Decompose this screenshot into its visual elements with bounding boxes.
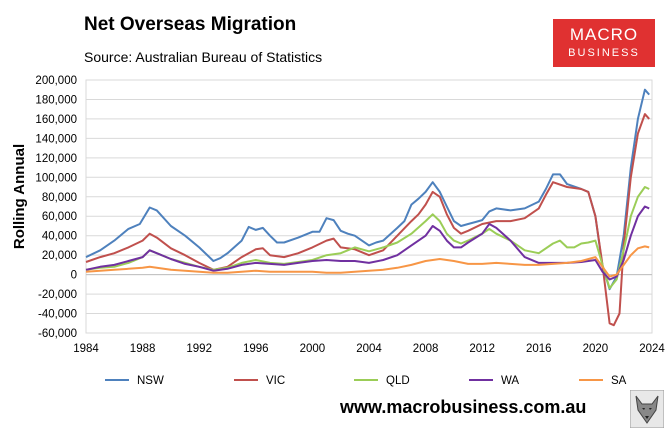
macrobusiness-logo[interactable]: MACRO BUSINESS (553, 19, 655, 67)
x-tick-label: 2012 (469, 343, 495, 355)
x-tick-label: 2004 (356, 343, 382, 355)
x-tick-label: 1984 (73, 343, 99, 355)
logo-line-1: MACRO (569, 25, 639, 44)
legend-label-sa: SA (611, 375, 627, 387)
y-tick-label: 40,000 (42, 231, 77, 243)
logo-line-2: BUSINESS (568, 47, 640, 59)
y-tick-label: -60,000 (38, 328, 77, 340)
legend-label-nsw: NSW (137, 375, 164, 387)
y-tick-label: 20,000 (42, 250, 77, 262)
y-tick-label: 60,000 (42, 211, 77, 223)
series-line-wa (85, 205, 650, 281)
series-line-sa (85, 245, 650, 278)
y-tick-label: 100,000 (35, 172, 77, 184)
x-tick-label: 2024 (639, 343, 665, 355)
x-tick-label: 2020 (583, 343, 609, 355)
series-line-qld (85, 186, 650, 290)
y-tick-label: 160,000 (35, 114, 77, 126)
y-tick-label: 0 (71, 270, 77, 282)
y-tick-label: -40,000 (38, 309, 77, 321)
x-tick-label: 1996 (243, 343, 269, 355)
legend-label-wa: WA (501, 375, 519, 387)
x-tick-label: 2000 (300, 343, 326, 355)
wolf-mascot-icon (630, 390, 664, 428)
y-axis-label: Rolling Annual (11, 144, 28, 249)
x-tick-label: 2008 (413, 343, 439, 355)
website-url[interactable]: www.macrobusiness.com.au (340, 397, 587, 417)
y-tick-label: 120,000 (35, 153, 77, 165)
legend-label-qld: QLD (386, 375, 410, 387)
y-tick-label: 140,000 (35, 133, 77, 145)
chart-subtitle: Source: Australian Bureau of Statistics (84, 49, 323, 65)
x-tick-label: 1988 (130, 343, 156, 355)
y-tick-label: 200,000 (35, 75, 77, 87)
legend-label-vic: VIC (266, 375, 285, 387)
y-tick-label: -20,000 (38, 289, 77, 301)
x-tick-label: 1992 (186, 343, 212, 355)
plot-area (85, 79, 653, 334)
chart-title: Net Overseas Migration (84, 14, 297, 35)
y-tick-label: 80,000 (42, 192, 77, 204)
y-tick-label: 180,000 (35, 94, 77, 106)
x-tick-label: 2016 (526, 343, 552, 355)
series-line-vic (85, 113, 650, 327)
